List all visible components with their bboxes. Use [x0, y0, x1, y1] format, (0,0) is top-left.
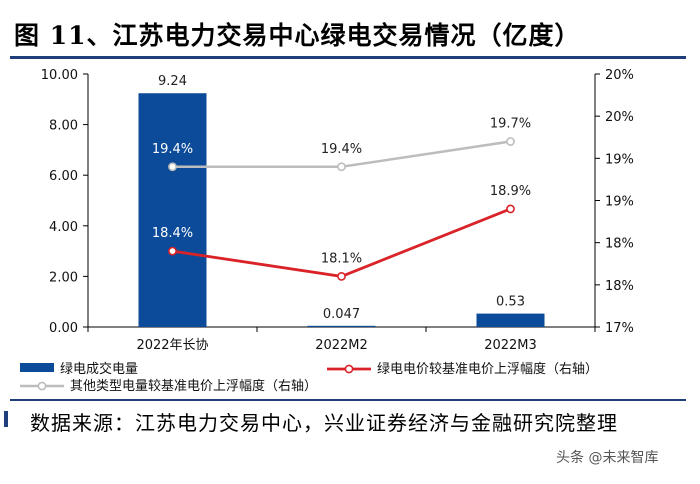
chart: 0.00 2.00 4.00 6.00 8.00 10.00 17% 18% 18% 19% 19%…: [20, 68, 634, 394]
green-premium-line-point: [168, 246, 177, 256]
other-premium-line-point: [168, 162, 177, 172]
other-premium-line-value-label: 19.7%: [490, 116, 531, 131]
green-premium-line-value-label: 18.1%: [321, 251, 362, 266]
y-left-tick-label: 8.00: [49, 119, 78, 134]
source-marker: [4, 411, 8, 427]
chart-title: 图 11、江苏电力交易中心绿电交易情况（亿度）: [14, 21, 581, 50]
y-right-tick-label: 18%: [605, 279, 634, 294]
other-premium-line-value-label: 19.4%: [321, 142, 362, 157]
source-rule: [10, 399, 686, 401]
y-left-tick-label: 0.00: [49, 321, 78, 336]
title-rule: [10, 56, 686, 59]
y-right-tick-label: 20%: [605, 68, 634, 83]
legend: 绿电成交电量 绿电电价较基准电价上浮幅度（右轴） 其他类型电量较基准电价上浮幅度（右…: [20, 361, 598, 394]
green-premium-line-point: [337, 271, 346, 281]
y-right-tick-label: 19%: [605, 195, 634, 210]
x-tick-label: 2022M3: [484, 338, 537, 353]
legend-swatch-bar: [20, 363, 54, 372]
source-note: 数据来源：江苏电力交易中心，兴业证券经济与金融研究院整理: [30, 411, 618, 435]
green-premium-line-point: [506, 204, 515, 214]
x-tick-label: 2022年长协: [136, 338, 208, 353]
y-right-tick-label: 20%: [605, 110, 634, 125]
other-premium-line-point: [506, 137, 515, 146]
legend-marker-gray: [37, 381, 47, 391]
y-right-tick-label: 18%: [605, 237, 634, 252]
legend-label-bar: 绿电成交电量: [60, 361, 138, 377]
legend-label-gray: 其他类型电量较基准电价上浮幅度（右轴）: [70, 378, 317, 394]
green-premium-line-value-label: 18.4%: [152, 226, 193, 241]
bar-value-label: 9.24: [158, 74, 187, 89]
other-premium-line-point: [337, 162, 346, 172]
legend-label-red: 绿电电价较基准电价上浮幅度（右轴）: [377, 361, 598, 377]
y-left-tick-label: 2.00: [49, 270, 78, 285]
y-left-tick-label: 6.00: [49, 169, 78, 184]
y-left-tick-label: 4.00: [49, 220, 78, 235]
watermark: 头条 @未来智库: [556, 450, 659, 466]
y-left-tick-label: 10.00: [41, 68, 78, 83]
x-tick-label: 2022M2: [315, 338, 368, 353]
bar: [138, 93, 207, 327]
legend-marker-red: [344, 364, 354, 374]
bar-value-label: 0.047: [323, 307, 360, 322]
bar-value-label: 0.53: [496, 295, 525, 310]
bar: [476, 313, 545, 327]
bar: [307, 325, 376, 327]
green-premium-line-value-label: 18.9%: [490, 184, 531, 199]
other-premium-line-value-label: 19.4%: [152, 142, 193, 157]
y-right-tick-label: 19%: [605, 152, 634, 167]
y-right-tick-label: 17%: [605, 321, 634, 336]
